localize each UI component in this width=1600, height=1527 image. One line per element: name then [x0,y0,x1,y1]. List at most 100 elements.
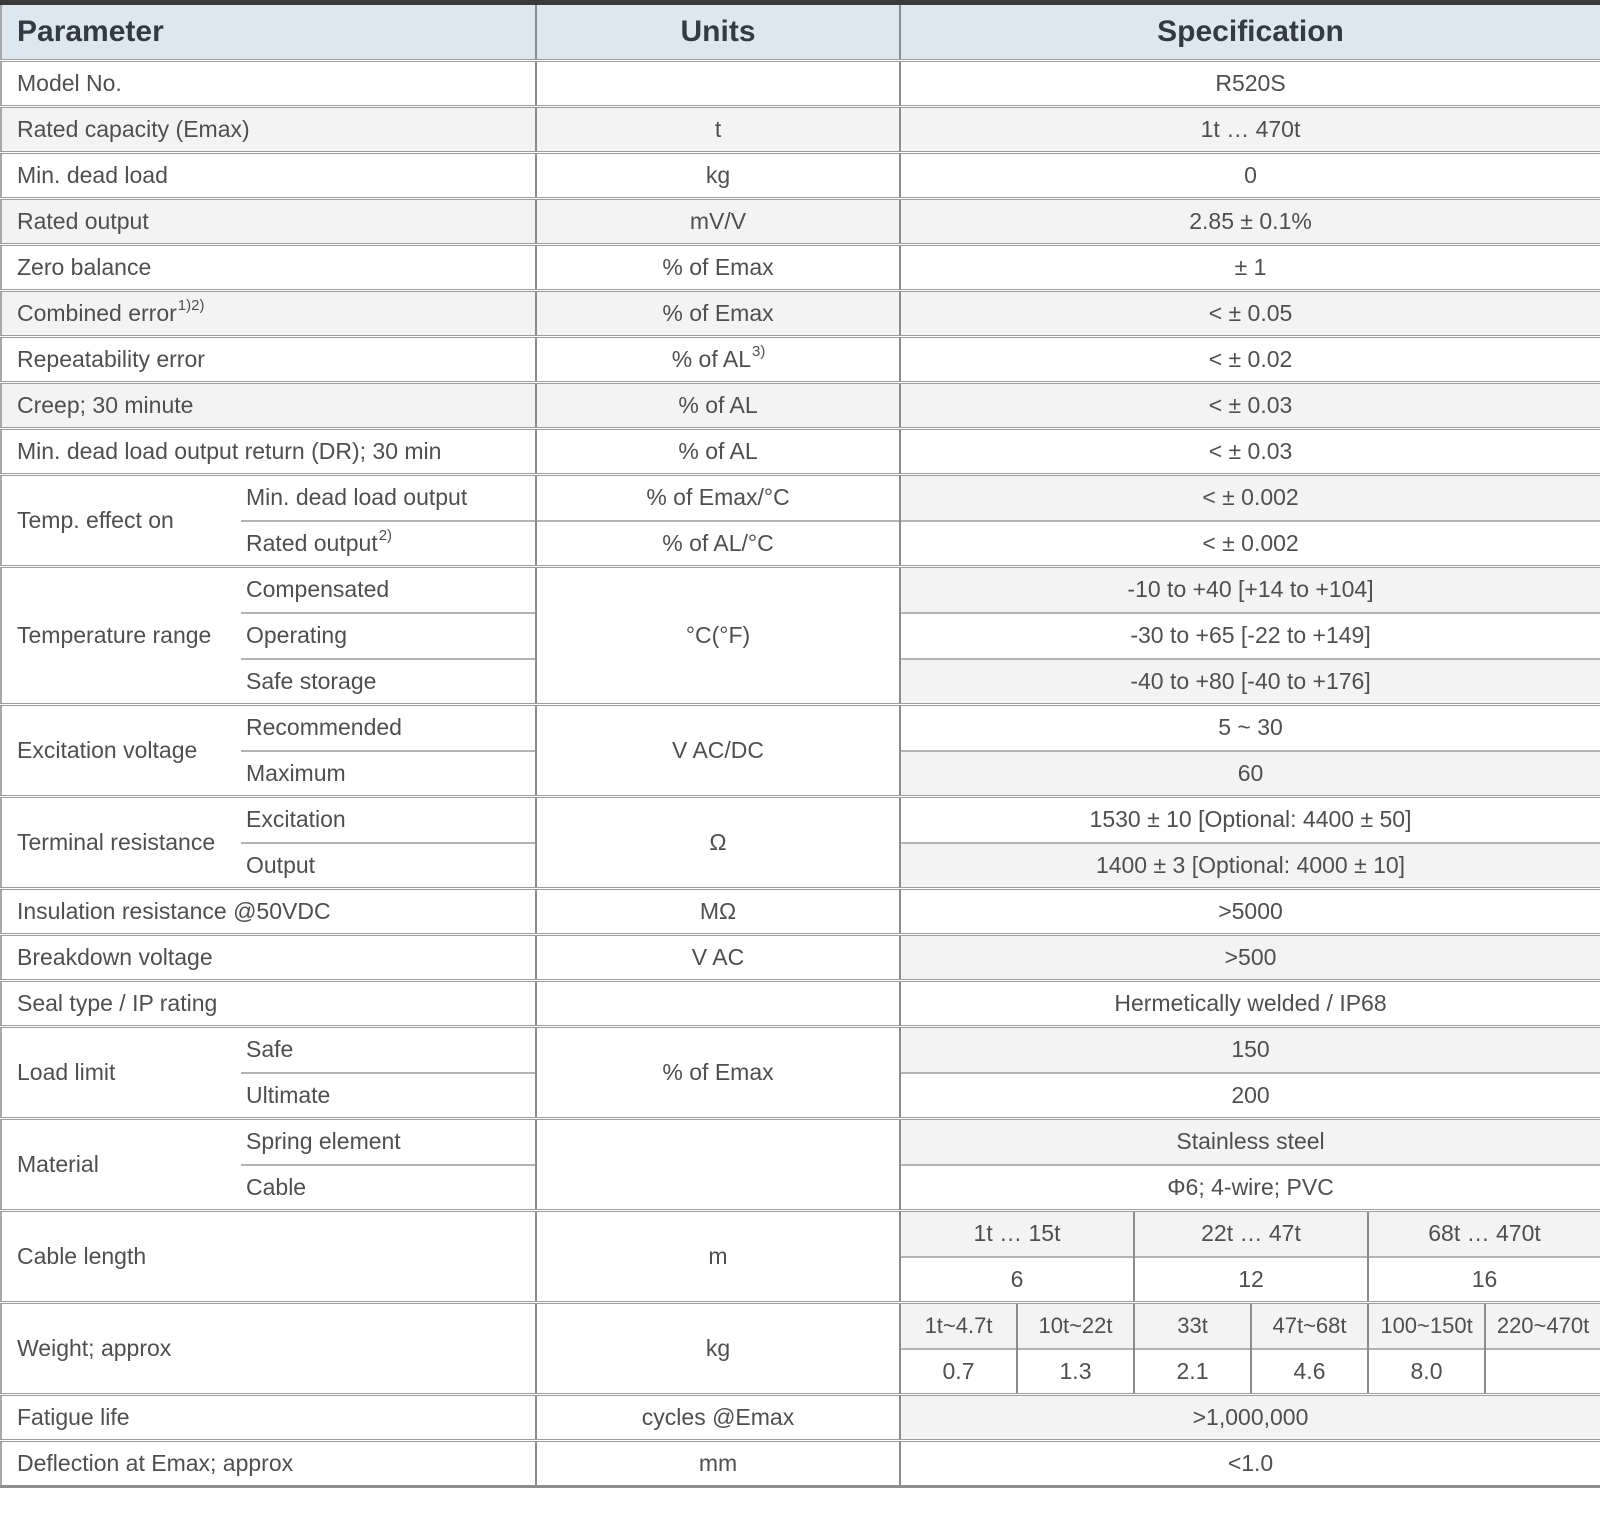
spec-cell: < ± 0.03 [900,427,1600,475]
row-insulation-resistance: Insulation resistance @50VDC MΩ >5000 [1,887,1600,935]
sub-param-cell: Excitation [241,795,537,843]
row-temp-range-safe-storage: Safe storage -40 to +80 [-40 to +176] [1,657,1600,705]
spec-cell: 60 [900,749,1600,797]
units-cell: % of AL [535,427,902,475]
header-parameter: Parameter [1,2,537,61]
spec-cell: R520S [900,59,1600,107]
spec-cell: < ± 0.03 [900,381,1600,429]
range-cell: 47t~68t [1250,1301,1369,1349]
spec-cell: -30 to +65 [-22 to +149] [900,611,1600,659]
units-cell: % of AL/°C [535,519,902,567]
param-cell: Fatigue life [1,1393,537,1441]
param-cell: Min. dead load [1,151,537,199]
param-cell: Seal type / IP rating [1,979,537,1027]
units-cell: % of Emax [535,289,902,337]
range-cell: 10t~22t [1016,1301,1135,1349]
sub-param-cell: Maximum [241,749,537,797]
units-cell: kg [535,1301,902,1395]
spec-cell: < ± 0.02 [900,335,1600,383]
sub-param-cell: Output [241,841,537,889]
units-cell: % of AL [535,381,902,429]
header-specification: Specification [900,2,1600,61]
value-cell [1484,1347,1600,1395]
group-cell: Excitation voltage [1,703,241,797]
range-cell: 1t … 15t [900,1209,1135,1257]
row-combined-error: Combined error1)2) % of Emax < ± 0.05 [1,289,1600,337]
spec-cell: < ± 0.002 [900,519,1600,567]
units-cell: % of Emax [535,243,902,291]
param-cell: Rated output [1,197,537,245]
units-cell: Ω [535,795,902,889]
spec-cell: 200 [900,1071,1600,1119]
spec-cell: -10 to +40 [+14 to +104] [900,565,1600,613]
row-creep: Creep; 30 minute % of AL < ± 0.03 [1,381,1600,429]
row-load-limit-ultimate: Ultimate 200 [1,1071,1600,1119]
spec-cell: -40 to +80 [-40 to +176] [900,657,1600,705]
row-min-dead-load: Min. dead load kg 0 [1,151,1600,199]
param-cell: Creep; 30 minute [1,381,537,429]
units-cell: V AC/DC [535,703,902,797]
row-cable-length-values: 6 12 16 [1,1255,1600,1303]
sub-param-cell: Recommended [241,703,537,751]
spec-cell: >500 [900,933,1600,981]
param-cell: Repeatability error [1,335,537,383]
units-cell: MΩ [535,887,902,935]
param-cell: Cable length [1,1209,537,1303]
row-breakdown-voltage: Breakdown voltage V AC >500 [1,933,1600,981]
sub-param-text: Rated output [246,529,378,556]
superscript-note: 2) [378,527,393,545]
row-cable-length-ranges: Cable length m 1t … 15t 22t … 47t 68t … … [1,1209,1600,1303]
spec-cell: 0 [900,151,1600,199]
row-material-cable: Cable Φ6; 4-wire; PVC [1,1163,1600,1211]
units-cell: mm [535,1439,902,1487]
units-cell: % of AL3) [535,335,902,383]
spec-cell: 1530 ± 10 [Optional: 4400 ± 50] [900,795,1600,843]
row-seal-type: Seal type / IP rating Hermetically welde… [1,979,1600,1027]
units-cell: t [535,105,902,153]
spec-cell: <1.0 [900,1439,1600,1487]
value-cell: 1.3 [1016,1347,1135,1395]
row-deflection: Deflection at Emax; approx mm <1.0 [1,1439,1600,1487]
row-dead-load-output-return: Min. dead load output return (DR); 30 mi… [1,427,1600,475]
units-cell: m [535,1209,902,1303]
row-excitation-recommended: Excitation voltage Recommended V AC/DC 5… [1,703,1600,797]
group-cell: Terminal resistance [1,795,241,889]
row-temp-range-operating: Operating -30 to +65 [-22 to +149] [1,611,1600,659]
param-cell: Zero balance [1,243,537,291]
row-temp-effect-min-dead-load: Temp. effect on Min. dead load output % … [1,473,1600,567]
row-zero-balance: Zero balance % of Emax ± 1 [1,243,1600,291]
param-cell: Insulation resistance @50VDC [1,887,537,935]
group-cell: Material [1,1117,241,1211]
header-row: Parameter Units Specification [1,2,1600,61]
row-temp-range-compensated: Temperature range Compensated °C(°F) -10… [1,565,1600,705]
group-cell: Load limit [1,1025,241,1119]
range-cell: 68t … 470t [1367,1209,1600,1257]
row-temp-effect-rated-output: Rated output2) % of AL/°C < ± 0.002 [1,519,1600,567]
row-terminal-output: Output 1400 ± 3 [Optional: 4000 ± 10] [1,841,1600,889]
units-cell: °C(°F) [535,565,902,705]
param-text: Combined error [17,300,177,326]
specification-table: Parameter Units Specification Model No. … [0,0,1600,1488]
superscript-note: 1)2) [177,297,205,315]
range-cell: 100~150t [1367,1301,1486,1349]
units-cell: V AC [535,933,902,981]
units-cell: mV/V [535,197,902,245]
row-terminal-excitation: Terminal resistance Excitation Ω 1530 ± … [1,795,1600,889]
param-cell: Rated capacity (Emax) [1,105,537,153]
spec-cell: >5000 [900,887,1600,935]
sub-param-cell: Safe [241,1025,537,1073]
units-cell [535,979,902,1027]
value-cell: 4.6 [1250,1347,1369,1395]
param-cell: Combined error1)2) [1,289,537,337]
range-cell: 1t~4.7t [900,1301,1018,1349]
param-cell: Min. dead load output return (DR); 30 mi… [1,427,537,475]
spec-cell: 5 ~ 30 [900,703,1600,751]
row-fatigue-life: Fatigue life cycles @Emax >1,000,000 [1,1393,1600,1441]
sub-param-cell: Compensated [241,565,537,613]
value-cell: 16 [1367,1255,1600,1303]
spec-cell: Φ6; 4-wire; PVC [900,1163,1600,1211]
spec-cell: < ± 0.05 [900,289,1600,337]
units-text: % of AL [671,346,751,372]
group-cell: Temperature range [1,565,241,705]
group-cell: Temp. effect on [1,473,241,567]
